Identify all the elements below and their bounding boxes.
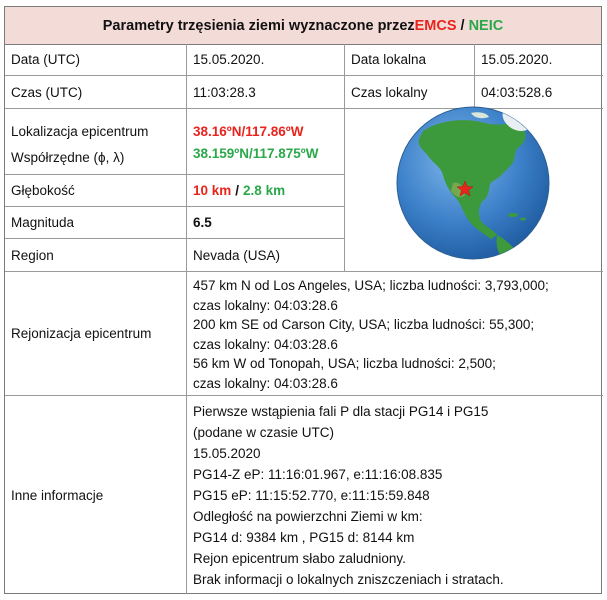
star-icon bbox=[456, 180, 474, 197]
region-value: Nevada (USA) bbox=[187, 239, 345, 272]
regionalization-lines: 457 km N od Los Angeles, USA; liczba lud… bbox=[187, 272, 603, 396]
other-info-line: Rejon epicentrum słabo zaludniony. bbox=[193, 551, 406, 566]
title-slash: / bbox=[460, 17, 465, 34]
other-info-line: Odległość na powierzchni Ziemi w km: bbox=[193, 509, 423, 524]
title-neic: NEIC bbox=[468, 17, 504, 34]
location-values: 38.16ºN/117.86ºW 38.159ºN/117.875ºW bbox=[187, 109, 345, 175]
regionalization-line: czas lokalny: 04:03:28.6 bbox=[193, 375, 338, 391]
depth-sep: / bbox=[235, 183, 240, 198]
location-value-emcs: 38.16ºN/117.86ºW bbox=[193, 124, 304, 139]
regionalization-line: czas lokalny: 04:03:28.6 bbox=[193, 297, 338, 313]
regionalization-line: 56 km W od Tonopah, USA; liczba ludności… bbox=[193, 356, 496, 371]
region-label: Region bbox=[5, 239, 187, 272]
title-text: Parametry trzęsienia ziemi wyznaczone pr… bbox=[102, 17, 415, 34]
location-labels: Lokalizacja epicentrum Współrzędne (ϕ, λ… bbox=[5, 109, 187, 175]
other-info-line: Brak informacji o lokalnych zniszczeniac… bbox=[193, 572, 504, 587]
other-info-line: PG14 d: 9384 km , PG15 d: 8144 km bbox=[193, 530, 415, 545]
depth-value: 10 km / 2.8 km bbox=[187, 175, 345, 207]
other-info-line: PG14-Z eP: 11:16:01.967, e:11:16:08.835 bbox=[193, 467, 443, 482]
other-info-line: Pierwsze wstąpienia fali P dla stacji PG… bbox=[193, 404, 489, 419]
regionalization-line: 200 km SE od Carson City, USA; liczba lu… bbox=[193, 317, 535, 332]
regionalization-line: czas lokalny: 04:03:28.6 bbox=[193, 336, 338, 352]
depth-emcs: 10 km bbox=[193, 183, 232, 198]
globe-icon bbox=[393, 103, 553, 263]
time-value: 11:03:28.3 bbox=[187, 76, 345, 109]
other-info-line: 15.05.2020 bbox=[193, 446, 261, 461]
regionalization-label: Rejonizacja epicentrum bbox=[5, 272, 187, 396]
depth-neic: 2.8 km bbox=[243, 183, 286, 198]
local-date-value: 15.05.2020. bbox=[475, 44, 603, 76]
coords-value-neic: 38.159ºN/117.875ºW bbox=[193, 146, 319, 161]
local-time-value: 04:03:528.6 bbox=[475, 76, 603, 109]
location-label: Lokalizacja epicentrum bbox=[11, 124, 149, 139]
local-date-label: Data lokalna bbox=[345, 44, 475, 76]
magnitude-label: Magnituda bbox=[5, 207, 187, 239]
regionalization-line: 457 km N od Los Angeles, USA; liczba lud… bbox=[193, 278, 549, 293]
earthquake-info-table: Parametry trzęsienia ziemi wyznaczone pr… bbox=[4, 6, 603, 594]
time-label: Czas (UTC) bbox=[5, 76, 187, 109]
title-emcs: EMCS bbox=[414, 17, 457, 34]
local-time-label: Czas lokalny bbox=[345, 76, 475, 109]
depth-label: Głębokość bbox=[5, 175, 187, 207]
globe-cell bbox=[345, 109, 603, 272]
other-info-lines: Pierwsze wstąpienia fali P dla stacji PG… bbox=[187, 396, 603, 594]
coords-label: Współrzędne (ϕ, λ) bbox=[11, 150, 125, 165]
date-label: Data (UTC) bbox=[5, 44, 187, 76]
other-info-line: PG15 eP: 11:15:52.770, e:11:15:59.848 bbox=[193, 488, 430, 503]
table-title: Parametry trzęsienia ziemi wyznaczone pr… bbox=[5, 7, 601, 45]
date-value: 15.05.2020. bbox=[187, 44, 345, 76]
globe-svg bbox=[396, 106, 550, 260]
other-info-line: (podane w czasie UTC) bbox=[193, 425, 335, 440]
magnitude-value: 6.5 bbox=[187, 207, 345, 239]
other-info-label: Inne informacje bbox=[5, 396, 187, 594]
